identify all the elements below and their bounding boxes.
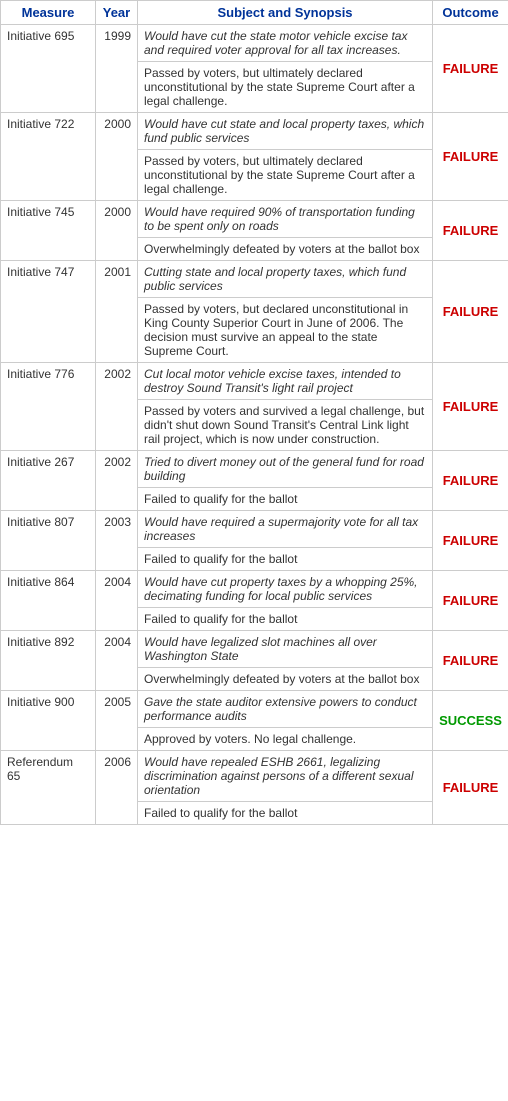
col-synopsis: Subject and Synopsis bbox=[138, 1, 433, 25]
cell-outcome: FAILURE bbox=[433, 25, 508, 113]
cell-result: Passed by voters, but declared unconstit… bbox=[138, 298, 433, 363]
cell-synopsis: Cut local motor vehicle excise taxes, in… bbox=[138, 363, 433, 400]
table-row: Initiative 7222000Would have cut state a… bbox=[1, 113, 508, 150]
cell-year: 2000 bbox=[96, 201, 138, 261]
cell-measure: Initiative 892 bbox=[1, 631, 96, 691]
cell-outcome: FAILURE bbox=[433, 571, 508, 631]
cell-result: Passed by voters, but ultimately declare… bbox=[138, 62, 433, 113]
cell-synopsis: Would have cut the state motor vehicle e… bbox=[138, 25, 433, 62]
cell-outcome: FAILURE bbox=[433, 201, 508, 261]
cell-measure: Referendum 65 bbox=[1, 751, 96, 825]
cell-measure: Initiative 747 bbox=[1, 261, 96, 363]
cell-synopsis: Would have legalized slot machines all o… bbox=[138, 631, 433, 668]
cell-synopsis: Would have required a supermajority vote… bbox=[138, 511, 433, 548]
cell-outcome: FAILURE bbox=[433, 631, 508, 691]
cell-measure: Initiative 722 bbox=[1, 113, 96, 201]
cell-outcome: FAILURE bbox=[433, 451, 508, 511]
cell-synopsis: Would have repealed ESHB 2661, legalizin… bbox=[138, 751, 433, 802]
cell-synopsis: Cutting state and local property taxes, … bbox=[138, 261, 433, 298]
cell-outcome: SUCCESS bbox=[433, 691, 508, 751]
col-year: Year bbox=[96, 1, 138, 25]
cell-year: 2005 bbox=[96, 691, 138, 751]
cell-measure: Initiative 267 bbox=[1, 451, 96, 511]
cell-year: 2002 bbox=[96, 451, 138, 511]
cell-result: Overwhelmingly defeated by voters at the… bbox=[138, 668, 433, 691]
table-row: Initiative 7762002Cut local motor vehicl… bbox=[1, 363, 508, 400]
table-row: Initiative 8072003Would have required a … bbox=[1, 511, 508, 548]
cell-outcome: FAILURE bbox=[433, 113, 508, 201]
initiatives-table: Measure Year Subject and Synopsis Outcom… bbox=[0, 0, 508, 825]
col-outcome: Outcome bbox=[433, 1, 508, 25]
cell-result: Failed to qualify for the ballot bbox=[138, 802, 433, 825]
cell-synopsis: Would have cut property taxes by a whopp… bbox=[138, 571, 433, 608]
cell-year: 2004 bbox=[96, 631, 138, 691]
cell-outcome: FAILURE bbox=[433, 751, 508, 825]
table-row: Initiative 7472001Cutting state and loca… bbox=[1, 261, 508, 298]
cell-result: Approved by voters. No legal challenge. bbox=[138, 728, 433, 751]
table-row: Initiative 8922004Would have legalized s… bbox=[1, 631, 508, 668]
cell-year: 2006 bbox=[96, 751, 138, 825]
cell-measure: Initiative 900 bbox=[1, 691, 96, 751]
table-row: Referendum 652006Would have repealed ESH… bbox=[1, 751, 508, 802]
cell-year: 1999 bbox=[96, 25, 138, 113]
table-row: Initiative 9002005Gave the state auditor… bbox=[1, 691, 508, 728]
cell-outcome: FAILURE bbox=[433, 511, 508, 571]
table-body: Initiative 6951999Would have cut the sta… bbox=[1, 25, 508, 825]
table-header-row: Measure Year Subject and Synopsis Outcom… bbox=[1, 1, 508, 25]
cell-year: 2000 bbox=[96, 113, 138, 201]
cell-year: 2004 bbox=[96, 571, 138, 631]
cell-measure: Initiative 745 bbox=[1, 201, 96, 261]
table-row: Initiative 7452000Would have required 90… bbox=[1, 201, 508, 238]
cell-outcome: FAILURE bbox=[433, 363, 508, 451]
cell-measure: Initiative 695 bbox=[1, 25, 96, 113]
table-row: Initiative 2672002Tried to divert money … bbox=[1, 451, 508, 488]
cell-year: 2001 bbox=[96, 261, 138, 363]
table-row: Initiative 8642004Would have cut propert… bbox=[1, 571, 508, 608]
cell-outcome: FAILURE bbox=[433, 261, 508, 363]
cell-year: 2002 bbox=[96, 363, 138, 451]
col-measure: Measure bbox=[1, 1, 96, 25]
table-row: Initiative 6951999Would have cut the sta… bbox=[1, 25, 508, 62]
cell-measure: Initiative 807 bbox=[1, 511, 96, 571]
cell-result: Passed by voters and survived a legal ch… bbox=[138, 400, 433, 451]
cell-result: Failed to qualify for the ballot bbox=[138, 608, 433, 631]
cell-measure: Initiative 864 bbox=[1, 571, 96, 631]
cell-result: Failed to qualify for the ballot bbox=[138, 548, 433, 571]
cell-result: Overwhelmingly defeated by voters at the… bbox=[138, 238, 433, 261]
cell-result: Failed to qualify for the ballot bbox=[138, 488, 433, 511]
cell-year: 2003 bbox=[96, 511, 138, 571]
cell-synopsis: Would have required 90% of transportatio… bbox=[138, 201, 433, 238]
cell-measure: Initiative 776 bbox=[1, 363, 96, 451]
cell-result: Passed by voters, but ultimately declare… bbox=[138, 150, 433, 201]
cell-synopsis: Would have cut state and local property … bbox=[138, 113, 433, 150]
cell-synopsis: Gave the state auditor extensive powers … bbox=[138, 691, 433, 728]
cell-synopsis: Tried to divert money out of the general… bbox=[138, 451, 433, 488]
